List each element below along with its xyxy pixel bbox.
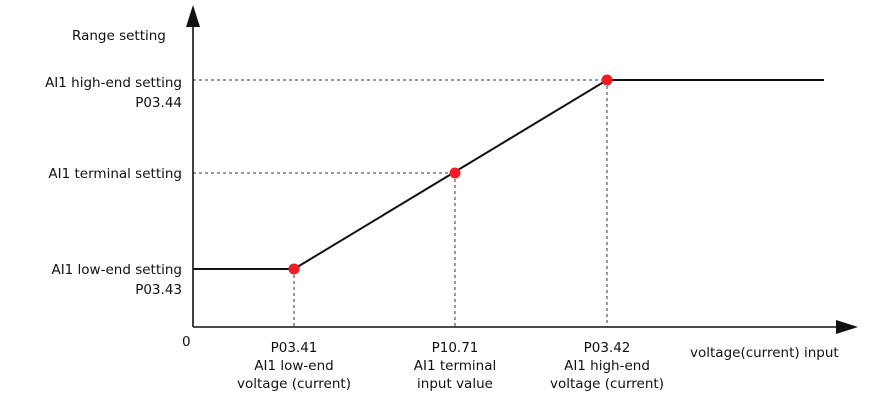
x-point-high-label-2: voltage (current)	[550, 376, 664, 392]
y-axis-title: Range setting	[72, 28, 166, 44]
x-point-high-label: AI1 high-end	[564, 358, 650, 374]
x-point-high-param: P03.42	[584, 340, 631, 356]
x-axis-title: voltage(current) input	[690, 345, 839, 361]
x-point-terminal-label: AI1 terminal	[414, 358, 497, 374]
x-point-terminal-label-2: input value	[417, 376, 493, 392]
y-level-low-label: AI1 low-end setting	[51, 262, 182, 278]
x-point-low-param: P03.41	[271, 340, 318, 356]
origin-label: 0	[182, 334, 191, 350]
key-points	[288, 74, 613, 275]
point-high-end	[601, 74, 613, 86]
y-level-high-label: AI1 high-end setting	[45, 75, 182, 91]
curve-line	[193, 79, 824, 270]
characteristic-curve	[193, 79, 824, 270]
x-point-terminal-param: P10.71	[432, 340, 479, 356]
y-axis-arrowhead	[186, 5, 200, 27]
labels: Range setting voltage(current) input 0 A…	[45, 28, 839, 392]
axes	[186, 5, 858, 334]
y-level-terminal-label: AI1 terminal setting	[48, 166, 182, 182]
x-point-low-label: AI1 low-end	[254, 358, 333, 374]
x-point-low-label-2: voltage (current)	[237, 376, 351, 392]
x-axis-arrowhead	[836, 320, 858, 334]
guide-lines	[193, 79, 608, 327]
point-low-end	[288, 263, 300, 275]
y-level-high-param: P03.44	[135, 95, 182, 111]
point-terminal	[449, 167, 461, 179]
y-level-low-param: P03.43	[135, 282, 182, 298]
